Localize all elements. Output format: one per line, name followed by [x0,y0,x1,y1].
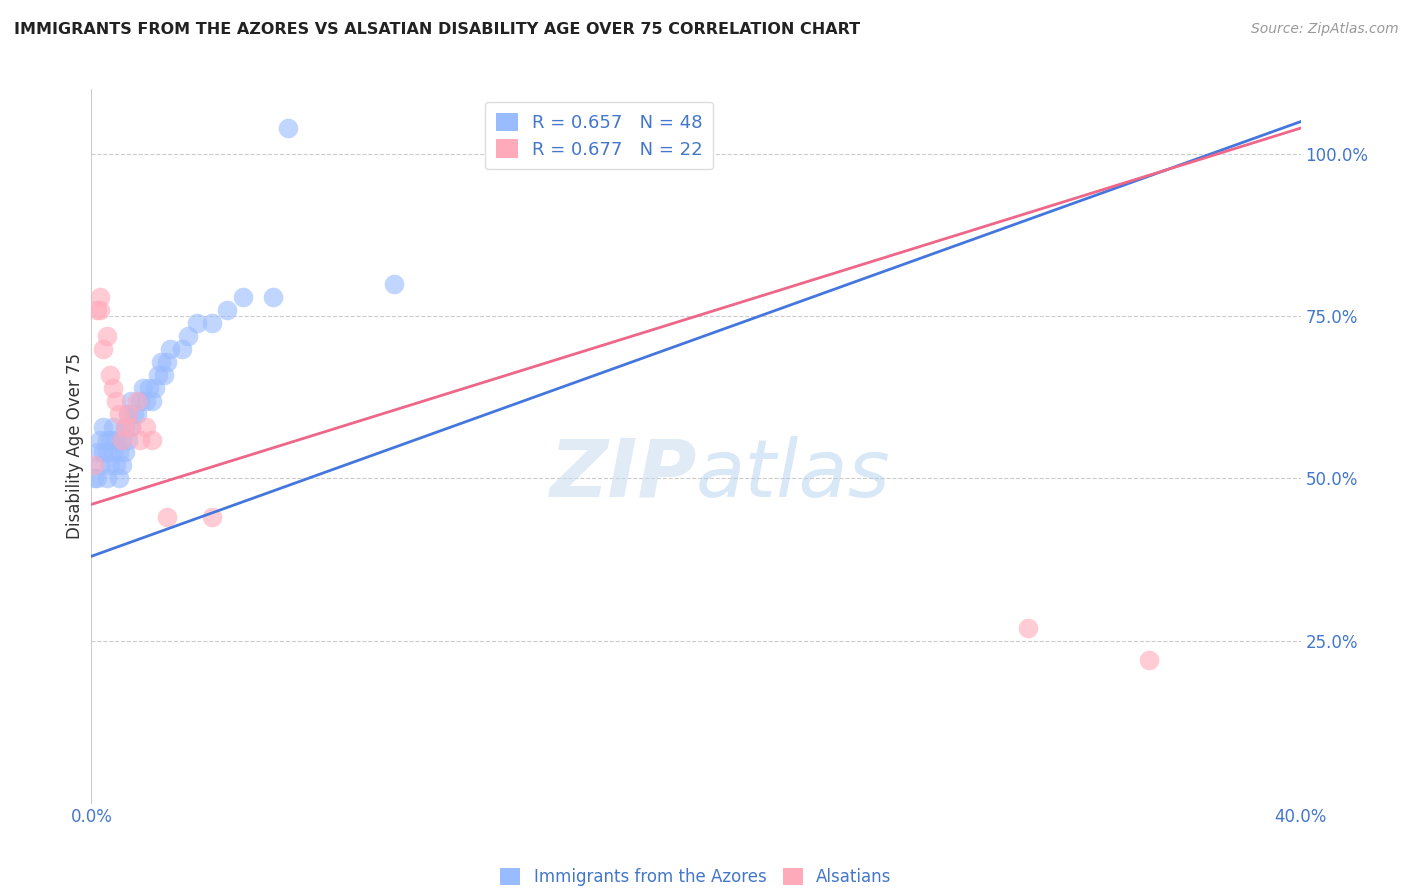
Point [107,471,129,485]
Point [104,458,127,473]
Point [104,433,127,447]
Text: IMMIGRANTS FROM THE AZORES VS ALSATIAN DISABILITY AGE OVER 75 CORRELATION CHART: IMMIGRANTS FROM THE AZORES VS ALSATIAN D… [14,22,860,37]
Text: Source: ZipAtlas.com: Source: ZipAtlas.com [1251,22,1399,37]
Point [117,407,139,421]
Point [101,419,124,434]
Point [201,316,224,330]
Point [86,471,108,485]
Point [135,393,157,408]
Point [107,445,129,459]
Point [135,419,157,434]
Point [120,419,142,434]
Point [231,290,253,304]
Point [1018,621,1040,635]
Point [83,471,105,485]
Point [117,433,139,447]
Text: ZIP: ZIP [548,435,696,514]
Point [96,445,118,459]
Point [141,393,163,408]
Point [89,302,111,317]
Point [177,328,200,343]
Point [89,458,111,473]
Point [114,419,136,434]
Point [89,290,111,304]
Point [101,381,124,395]
Point [141,433,163,447]
Point [111,458,132,473]
Point [277,121,299,136]
Point [111,433,132,447]
Point [128,433,150,447]
Point [262,290,284,304]
Point [117,407,139,421]
Point [186,316,208,330]
Point [111,433,132,447]
Point [83,458,105,473]
Text: atlas: atlas [696,435,891,514]
Point [156,510,179,524]
Point [98,458,121,473]
Point [122,407,145,421]
Point [93,342,115,356]
Point [149,354,172,368]
Point [86,302,108,317]
Point [107,407,129,421]
Point [114,445,136,459]
Point [382,277,405,291]
Point [138,381,160,395]
Point [104,393,127,408]
Point [86,445,108,459]
Point [153,368,176,382]
Point [125,407,148,421]
Point [128,393,150,408]
Point [101,445,124,459]
Point [143,381,166,395]
Point [1139,653,1161,667]
Point [96,471,118,485]
Point [93,419,115,434]
Point [89,433,111,447]
Point [159,342,181,356]
Y-axis label: Disability Age Over 75: Disability Age Over 75 [66,353,84,539]
Point [98,368,121,382]
Point [125,393,148,408]
Point [120,419,142,434]
Point [96,328,118,343]
Point [201,510,224,524]
Point [120,393,142,408]
Point [172,342,194,356]
Legend: Immigrants from the Azores, Alsatians: Immigrants from the Azores, Alsatians [494,861,898,892]
Point [114,419,136,434]
Point [96,433,118,447]
Point [93,445,115,459]
Point [146,368,169,382]
Point [98,433,121,447]
Point [156,354,179,368]
Point [132,381,155,395]
Point [217,302,239,317]
